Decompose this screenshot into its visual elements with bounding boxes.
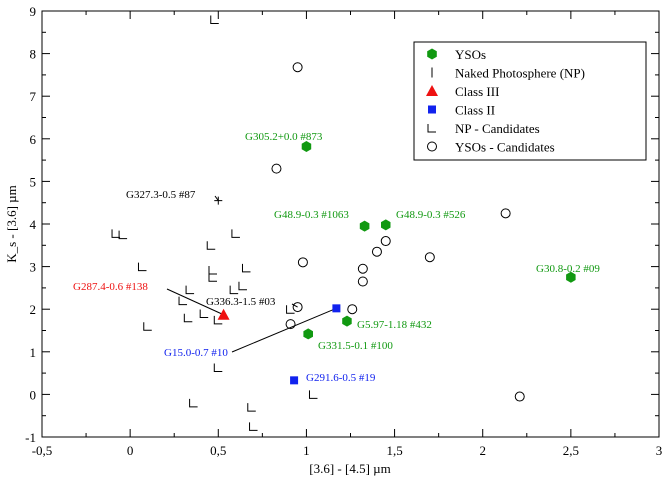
y-tick-label: 8	[30, 47, 37, 62]
x-tick-label: 1,5	[386, 443, 402, 458]
y-tick-label: 5	[30, 174, 37, 189]
point-ysos-candidates	[285, 319, 296, 330]
point-ysos-candidates	[271, 163, 282, 174]
point-np-candidates	[229, 285, 239, 295]
legend-marker	[427, 48, 437, 60]
y-tick-label: 2	[30, 302, 37, 317]
point-ysos-candidates	[424, 252, 435, 263]
point-ysos-candidates	[371, 246, 382, 257]
leader-line-g287	[166, 288, 224, 316]
y-tick-label: 3	[30, 260, 37, 275]
legend-box	[413, 41, 647, 161]
annotation-label: G15.0-0.7 #10	[164, 347, 228, 359]
legend-entry: Class II	[455, 103, 495, 118]
y-tick-label: -1	[25, 430, 36, 445]
point-np-candidates	[143, 322, 152, 331]
point-np-candidates	[286, 305, 295, 314]
legend-entry: YSOs	[455, 47, 486, 62]
point-np-candidates	[213, 363, 223, 373]
point-np-candidates	[183, 313, 193, 323]
annotation-label: G48.9-0.3 #526	[396, 209, 466, 221]
x-tick-label: 0,5	[210, 443, 226, 458]
y-tick-label: 0	[30, 387, 37, 402]
point-np-candidates	[249, 422, 258, 431]
point-ysos-candidates	[292, 302, 303, 313]
point-ysos-candidates	[514, 391, 525, 402]
legend-marker	[428, 105, 436, 114]
legend-entry: Naked Photosphere (NP)	[455, 66, 585, 81]
annotation-label: G287.4-0.6 #138	[73, 281, 148, 293]
point-ysos-candidates	[347, 304, 358, 315]
x-tick-label: 2,5	[563, 443, 579, 458]
annotation-label: G327.3-0.5 #87	[126, 189, 196, 201]
point-np-candidates	[208, 273, 217, 282]
x-tick-label: 3	[656, 443, 663, 458]
point-np-candidates	[137, 262, 147, 272]
point-np-candidates	[213, 315, 223, 325]
point-np-candidates	[231, 229, 240, 238]
point-np-candidates	[118, 230, 128, 240]
point-ysos-candidates	[380, 236, 391, 247]
x-axis-title: [3.6] - [4.5] µm	[309, 461, 391, 476]
legend-marker	[427, 141, 437, 152]
point-np-candidates	[199, 309, 209, 318]
leader-line-g15	[231, 307, 337, 353]
leader-line-g336	[291, 303, 298, 308]
legend-entry: YSOs - Candidates	[455, 140, 555, 155]
y-tick-label: 6	[30, 132, 37, 147]
point-class-ii	[290, 376, 299, 385]
x-tick-label: -0,5	[32, 443, 53, 458]
point-ysos-candidates	[357, 263, 368, 274]
point-class-iii	[217, 308, 230, 320]
leader-line-g327	[214, 195, 219, 201]
point-ysos	[301, 141, 312, 152]
point-ysos	[342, 315, 352, 327]
y-axis-title: K_s - [3.6] µm	[4, 185, 19, 263]
legend-entry: NP - Candidates	[455, 121, 540, 136]
point-ysos	[381, 219, 391, 231]
point-np-candidates	[111, 229, 121, 238]
point-np-candidates	[210, 15, 219, 25]
x-tick-label: 0	[127, 443, 134, 458]
point-ysos-candidates	[292, 62, 303, 73]
legend-marker	[427, 124, 436, 133]
annotation-label: G5.97-1.18 #432	[357, 319, 432, 331]
point-np-candidates	[308, 390, 318, 399]
y-tick-label: 7	[30, 89, 37, 104]
legend-entry: Class III	[455, 84, 499, 99]
point-np-candidates	[206, 241, 216, 250]
annotation-label: G305.2+0.0 #873	[245, 131, 323, 143]
point-np-candidates	[189, 398, 198, 408]
annotation-label: G48.9-0.3 #1063	[274, 209, 349, 221]
y-tick-label: 4	[30, 217, 37, 232]
x-tick-label: 1	[303, 443, 310, 458]
point-np-candidates	[247, 403, 256, 412]
point-np-candidates	[241, 263, 251, 273]
annotation-label: G291.6-0.5 #19	[306, 372, 376, 384]
point-np-candidates	[185, 285, 195, 295]
annotation-label: G336.3-1.5 #03	[206, 296, 276, 308]
y-tick-label: 1	[30, 345, 37, 360]
x-tick-label: 2	[479, 443, 486, 458]
legend-marker	[426, 85, 438, 96]
point-ysos	[303, 328, 313, 340]
point-ysos	[359, 220, 370, 232]
point-np-candidates	[238, 281, 247, 291]
point-naked-photosphere-np	[214, 196, 223, 205]
y-tick-label: 9	[30, 4, 37, 19]
point-ysos-candidates	[500, 208, 511, 219]
point-class-ii	[332, 304, 341, 313]
annotation-label: G30.8-0.2 #09	[536, 263, 600, 275]
point-ysos-candidates	[297, 257, 308, 268]
point-np-candidates	[178, 296, 188, 306]
point-ysos	[566, 271, 576, 283]
annotation-label: G331.5-0.1 #100	[318, 340, 393, 352]
point-ysos-candidates	[357, 276, 368, 287]
legend: YSOs Naked Photosphere (NP) Class III Class…	[413, 41, 647, 161]
